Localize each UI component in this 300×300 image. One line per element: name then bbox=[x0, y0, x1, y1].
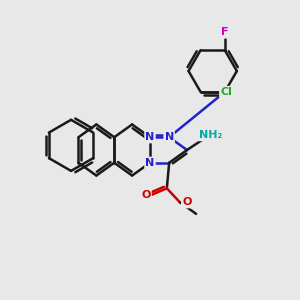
Text: Cl: Cl bbox=[220, 87, 232, 97]
Text: N: N bbox=[146, 158, 154, 168]
Text: N: N bbox=[146, 132, 154, 142]
Text: N: N bbox=[164, 132, 174, 142]
Text: O: O bbox=[141, 190, 151, 200]
Text: NH₂: NH₂ bbox=[199, 130, 222, 140]
Text: F: F bbox=[221, 28, 229, 38]
Text: O: O bbox=[182, 197, 191, 207]
